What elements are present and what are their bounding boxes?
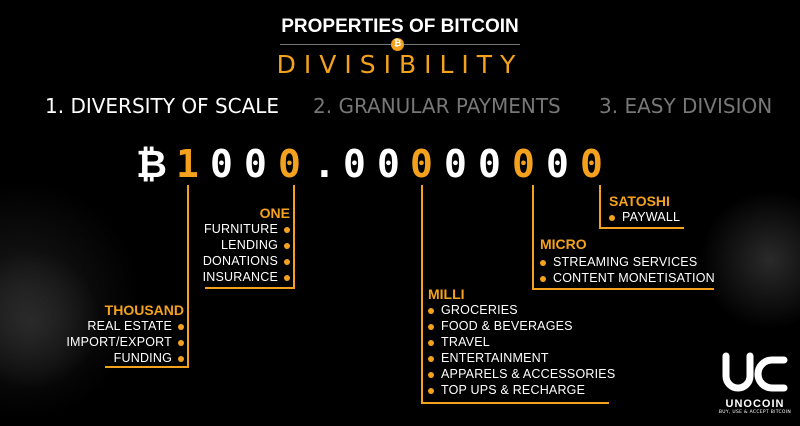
connector-micro bbox=[532, 185, 534, 289]
bullet-icon bbox=[178, 323, 184, 330]
list-item-label: GROCERIES bbox=[441, 303, 518, 317]
group-title-micro: MICRO bbox=[540, 236, 587, 252]
group-list-micro: STREAMING SERVICES CONTENT MONETISATION bbox=[540, 254, 715, 286]
connector-thousand bbox=[187, 185, 189, 367]
list-item-label: INSURANCE bbox=[202, 270, 278, 284]
tab-easy-division[interactable]: 3. EASY DIVISION bbox=[599, 94, 773, 118]
bullet-icon bbox=[428, 339, 434, 346]
connector-satoshi bbox=[599, 185, 601, 228]
digit: 1 bbox=[176, 142, 199, 186]
connector-one bbox=[293, 185, 295, 288]
digit: 0 bbox=[244, 142, 267, 186]
list-item: ENTERTAINMENT bbox=[428, 350, 615, 366]
bullet-icon bbox=[428, 371, 434, 378]
list-item: FOOD & BEVERAGES bbox=[428, 318, 615, 334]
connector-thousand bbox=[105, 366, 189, 368]
bullet-icon bbox=[609, 214, 615, 221]
bullet-icon bbox=[284, 226, 290, 233]
tab-granular-payments[interactable]: 2. GRANULAR PAYMENTS bbox=[313, 94, 561, 118]
list-item-label: STREAMING SERVICES bbox=[553, 255, 698, 269]
group-title-one: ONE bbox=[259, 205, 290, 221]
group-title-milli: MILLI bbox=[428, 286, 465, 302]
list-item: FUNDING bbox=[40, 350, 184, 366]
list-item-label: ENTERTAINMENT bbox=[441, 351, 549, 365]
tab-diversity-of-scale[interactable]: 1. DIVERSITY OF SCALE bbox=[45, 94, 280, 118]
digit: 0 bbox=[410, 142, 433, 186]
digit: 0 bbox=[512, 142, 535, 186]
group-list-one: FURNITURE LENDING DONATIONS INSURANCE bbox=[180, 221, 290, 285]
bullet-icon bbox=[284, 258, 290, 265]
group-list-thousand: REAL ESTATE IMPORT/EXPORT FUNDING bbox=[40, 318, 184, 366]
digit: 0 bbox=[478, 142, 501, 186]
list-item-label: FOOD & BEVERAGES bbox=[441, 319, 573, 333]
group-list-milli: GROCERIES FOOD & BEVERAGES TRAVEL ENTERTAIN… bbox=[428, 302, 615, 398]
bullet-icon bbox=[428, 323, 434, 330]
logo-name: UNOCOIN bbox=[725, 398, 785, 410]
list-item: FURNITURE bbox=[180, 221, 290, 237]
bullet-icon bbox=[428, 307, 434, 314]
bullet-icon bbox=[284, 242, 290, 249]
list-item: TOP UPS & RECHARGE bbox=[428, 382, 615, 398]
group-title-satoshi: SATOSHI bbox=[609, 193, 670, 209]
bitcoin-coin-icon: ₿ bbox=[391, 38, 404, 51]
digit: 0 bbox=[546, 142, 569, 186]
digit: 0 bbox=[377, 142, 400, 186]
list-item-label: LENDING bbox=[221, 238, 278, 252]
header-subtitle: DIVISIBILITY bbox=[276, 50, 524, 79]
connector-milli bbox=[421, 402, 609, 404]
unocoin-logo: UNOCOIN BUY, USE & ACCEPT BITCOIN bbox=[715, 352, 795, 415]
list-item-label: APPARELS & ACCESSORIES bbox=[441, 367, 616, 381]
bullet-icon bbox=[178, 355, 184, 362]
list-item: IMPORT/EXPORT bbox=[40, 334, 184, 350]
list-item-label: DONATIONS bbox=[202, 254, 278, 268]
digit: 0 bbox=[580, 142, 603, 186]
list-item: TRAVEL bbox=[428, 334, 615, 350]
bullet-icon bbox=[284, 274, 290, 281]
logo-tagline: BUY, USE & ACCEPT BITCOIN bbox=[718, 410, 792, 415]
connector-satoshi bbox=[599, 227, 684, 229]
list-item-label: CONTENT MONETISATION bbox=[553, 271, 715, 285]
list-item-label: TRAVEL bbox=[441, 335, 490, 349]
digit: 0 bbox=[210, 142, 233, 186]
digit: 0 bbox=[343, 142, 366, 186]
list-item: PAYWALL bbox=[609, 209, 680, 225]
list-item-label: REAL ESTATE bbox=[87, 319, 172, 333]
list-item-label: TOP UPS & RECHARGE bbox=[441, 383, 586, 397]
list-item-label: IMPORT/EXPORT bbox=[66, 335, 172, 349]
list-item-label: FUNDING bbox=[113, 351, 172, 365]
digit: 0 bbox=[444, 142, 467, 186]
list-item-label: FURNITURE bbox=[203, 222, 278, 236]
list-item: APPARELS & ACCESSORIES bbox=[428, 366, 615, 382]
group-title-thousand: THOUSAND bbox=[104, 302, 184, 318]
group-list-satoshi: PAYWALL bbox=[609, 209, 680, 225]
list-item: STREAMING SERVICES bbox=[540, 254, 715, 270]
bullet-icon bbox=[540, 275, 546, 282]
list-item: INSURANCE bbox=[180, 269, 290, 285]
list-item-label: PAYWALL bbox=[622, 210, 681, 224]
header-title: PROPERTIES OF BITCOIN bbox=[281, 16, 519, 37]
bullet-icon bbox=[540, 259, 546, 266]
bullet-icon bbox=[428, 355, 434, 362]
bullet-icon bbox=[428, 387, 434, 394]
list-item: LENDING bbox=[180, 237, 290, 253]
bullet-icon bbox=[178, 339, 184, 346]
unocoin-logo-icon bbox=[722, 352, 788, 392]
decimal-point: . bbox=[313, 142, 336, 186]
list-item: REAL ESTATE bbox=[40, 318, 184, 334]
list-item: CONTENT MONETISATION bbox=[540, 270, 715, 286]
connector-micro bbox=[532, 288, 714, 290]
list-item: DONATIONS bbox=[180, 253, 290, 269]
digit: 0 bbox=[278, 142, 301, 186]
connector-milli bbox=[421, 185, 423, 403]
list-item: GROCERIES bbox=[428, 302, 615, 318]
bitcoin-symbol-icon: ₿ bbox=[136, 142, 167, 186]
connector-one bbox=[205, 287, 295, 289]
